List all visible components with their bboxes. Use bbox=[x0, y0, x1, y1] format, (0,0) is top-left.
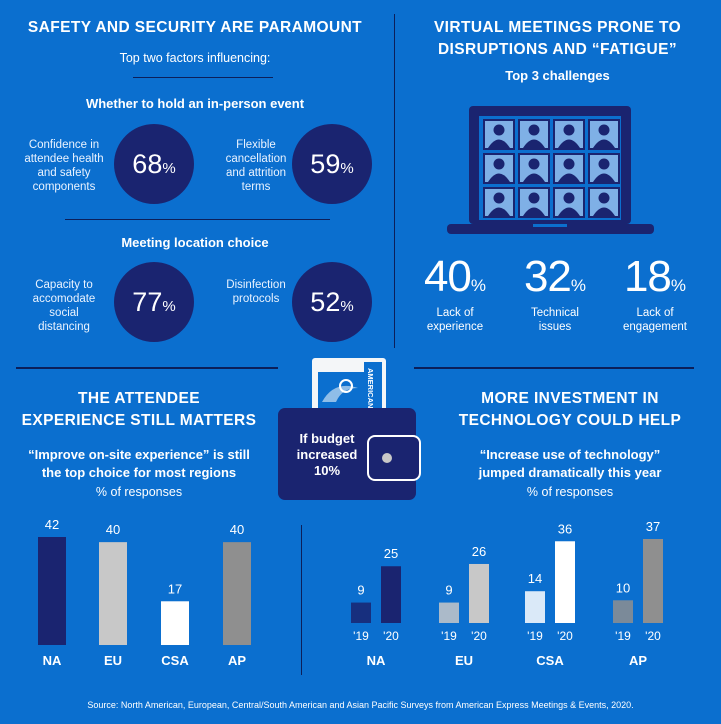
data-label: 25 bbox=[384, 546, 398, 561]
tick-label: AP bbox=[228, 653, 246, 668]
video-tile bbox=[483, 187, 515, 218]
stat-label: Flexible cancellation and attrition terms bbox=[225, 139, 287, 193]
series-label: '19 bbox=[353, 629, 369, 643]
source-note: Source: North American, European, Centra… bbox=[87, 700, 634, 710]
video-tile bbox=[553, 187, 585, 218]
stat-label: Lack of experience bbox=[426, 307, 484, 333]
card-text: AMERICAN bbox=[366, 368, 375, 408]
tick-label: EU bbox=[455, 653, 473, 668]
series-label: '20 bbox=[645, 629, 661, 643]
stat-value: 52 bbox=[310, 286, 341, 317]
q4-title: MORE INVESTMENT IN TECHNOLOGY COULD HELP bbox=[458, 390, 682, 429]
series-label: '19 bbox=[615, 629, 631, 643]
series-label: '19 bbox=[527, 629, 543, 643]
data-label: 42 bbox=[45, 517, 59, 532]
divider bbox=[16, 367, 278, 369]
data-label: 36 bbox=[558, 521, 572, 536]
data-label: 17 bbox=[168, 581, 182, 596]
data-label: 26 bbox=[472, 544, 486, 559]
stat-label: Technical issues bbox=[531, 307, 579, 333]
stat-circle: 68% bbox=[114, 124, 194, 204]
video-tile bbox=[518, 153, 550, 184]
q2-title: VIRTUAL MEETINGS PRONE TO DISRUPTIONS AND… bbox=[433, 19, 682, 58]
stat-unit: % bbox=[340, 159, 354, 177]
budget-text: If budget increased 10% bbox=[296, 431, 358, 478]
stat-value: 68 bbox=[132, 148, 163, 179]
bar-csa bbox=[161, 601, 189, 645]
bar-ap-2020 bbox=[643, 539, 663, 623]
stat-unit: % bbox=[340, 297, 354, 315]
bar-ap bbox=[223, 542, 251, 645]
bar-eu bbox=[99, 542, 127, 645]
bar-csa-2020 bbox=[555, 541, 575, 623]
stat-value: 18% bbox=[623, 252, 687, 301]
tick-label: AP bbox=[629, 653, 647, 668]
stat-label: Lack of engagement bbox=[623, 307, 687, 333]
bar-na-2020 bbox=[381, 566, 401, 623]
q3-quote: “Improve on-site experience” is still the… bbox=[28, 447, 250, 480]
stat-label: Confidence in attendee health and safety co… bbox=[24, 139, 104, 193]
data-label: 14 bbox=[528, 571, 542, 586]
data-label: 9 bbox=[357, 583, 364, 598]
stat-label: Disinfection protocols bbox=[226, 279, 286, 305]
tick-label: EU bbox=[104, 653, 122, 668]
video-tile bbox=[553, 119, 585, 150]
series-label: '20 bbox=[557, 629, 573, 643]
video-tile bbox=[588, 119, 620, 150]
series-label: '19 bbox=[441, 629, 457, 643]
divider bbox=[394, 14, 395, 348]
q1-section1-title: Whether to hold an in-person event bbox=[85, 96, 305, 111]
q1-subtitle: Top two factors influencing: bbox=[119, 51, 271, 65]
bar-ap-2019 bbox=[613, 600, 633, 623]
tick-label: CSA bbox=[536, 653, 564, 668]
stat-circle: 77% bbox=[114, 262, 194, 342]
stat-unit: % bbox=[162, 159, 176, 177]
chart-technology-investment: 9 '19 25 '20 NA 9 '19 26 '20 EU 14 '19 36 '20 CSA 10 '19… bbox=[351, 519, 663, 668]
q2-subtitle: Top 3 challenges bbox=[505, 68, 610, 83]
stat-label: Capacity to accomodate social distancing bbox=[32, 279, 96, 333]
divider bbox=[65, 219, 330, 220]
q1-title: SAFETY AND SECURITY ARE PARAMOUNT bbox=[27, 19, 363, 36]
video-tile bbox=[588, 153, 620, 184]
video-tile bbox=[518, 187, 550, 218]
q4-quote: “Increase use of technology” jumped drama… bbox=[478, 447, 662, 480]
video-tile bbox=[518, 119, 550, 150]
data-label: 40 bbox=[230, 522, 244, 537]
tick-label: NA bbox=[43, 653, 62, 668]
stat-value: 77 bbox=[132, 286, 163, 317]
video-tile bbox=[483, 119, 515, 150]
wallet-with-card-icon: AMERICAN bbox=[278, 358, 421, 500]
stat-circle: 52% bbox=[292, 262, 372, 342]
stat-unit: % bbox=[162, 297, 176, 315]
video-tile bbox=[553, 153, 585, 184]
video-tile bbox=[588, 187, 620, 218]
stat-value: 59 bbox=[310, 148, 341, 179]
divider bbox=[133, 77, 273, 78]
q4-unit-note: % of responses bbox=[526, 485, 614, 499]
tick-label: NA bbox=[367, 653, 386, 668]
bar-eu-2019 bbox=[439, 602, 459, 623]
data-label: 37 bbox=[646, 519, 660, 534]
bar-na-2019 bbox=[351, 602, 371, 623]
bar-csa-2019 bbox=[525, 591, 545, 623]
q3-title: THE ATTENDEE EXPERIENCE STILL MATTERS bbox=[21, 390, 257, 429]
stat-value: 32% bbox=[523, 252, 587, 301]
stat-circle: 59% bbox=[292, 124, 372, 204]
bar-eu-2020 bbox=[469, 563, 489, 623]
tick-label: CSA bbox=[161, 653, 189, 668]
video-tile bbox=[483, 153, 515, 184]
stat-value: 40% bbox=[423, 252, 487, 301]
data-label: 10 bbox=[616, 580, 630, 595]
bar-na bbox=[38, 537, 66, 645]
series-label: '20 bbox=[383, 629, 399, 643]
data-label: 9 bbox=[445, 583, 452, 598]
divider bbox=[414, 367, 694, 369]
series-label: '20 bbox=[471, 629, 487, 643]
chart-attendee-experience: 42 NA 40 EU 17 CSA 40 AP bbox=[38, 517, 251, 668]
laptop-video-grid-icon bbox=[447, 106, 654, 234]
q1-section2-title: Meeting location choice bbox=[121, 235, 269, 250]
data-label: 40 bbox=[106, 522, 120, 537]
q3-unit-note: % of responses bbox=[95, 485, 183, 499]
divider bbox=[301, 525, 302, 675]
